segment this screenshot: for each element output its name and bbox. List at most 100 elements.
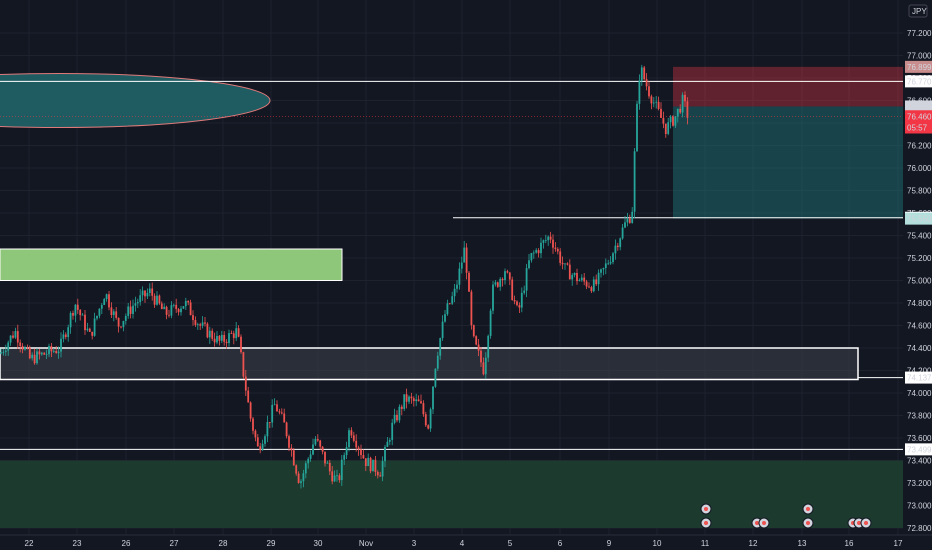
candle-body — [381, 461, 384, 477]
price-badge-label: 75.550 — [907, 215, 932, 224]
candle-body — [470, 291, 473, 326]
candle-body — [640, 67, 643, 81]
candle-body — [350, 430, 353, 436]
candle-body — [60, 338, 62, 352]
candle-body — [379, 475, 382, 477]
price-badge-label: 76.547 — [907, 102, 932, 111]
candle-body — [28, 347, 31, 359]
candle-body — [583, 277, 586, 282]
price-tick-label: 75.800 — [907, 187, 932, 196]
event-marker-dot — [762, 521, 766, 525]
candle-body — [220, 334, 223, 341]
price-badge-label: 74.137 — [907, 374, 932, 383]
candle-body — [285, 422, 288, 437]
candle-body — [242, 352, 245, 377]
candle-body — [672, 116, 674, 126]
candle-body — [432, 386, 434, 410]
candle-body — [528, 260, 530, 269]
candle-body — [244, 376, 247, 391]
candle-body — [266, 422, 269, 437]
candle-body — [489, 310, 492, 336]
candle-body — [163, 306, 166, 310]
candle-body — [648, 86, 650, 97]
candle-body — [170, 305, 173, 316]
zone-green-supply[interactable] — [0, 248, 343, 281]
candle-body — [103, 299, 106, 305]
candle-body — [537, 250, 540, 254]
price-badge — [905, 212, 932, 225]
candle-body — [304, 463, 307, 474]
candle-body — [388, 439, 391, 442]
candle-body — [652, 102, 655, 104]
zone-gray-support[interactable] — [0, 347, 859, 381]
candle-body — [189, 302, 192, 316]
candle-body — [14, 331, 17, 338]
price-badge-label: 73.499 — [907, 445, 932, 454]
price-badge-label: 76.460 — [907, 112, 932, 121]
candle-body — [81, 314, 84, 316]
price-tick-label: 73.200 — [907, 479, 932, 488]
candle-body — [669, 116, 672, 123]
time-tick-label: 27 — [170, 539, 179, 548]
risk-zone[interactable] — [673, 66, 903, 107]
candle-body — [43, 352, 46, 355]
price-tick-label: 73.600 — [907, 434, 932, 443]
candle-body — [228, 333, 230, 344]
candle-body — [352, 435, 355, 441]
candle-body — [74, 304, 77, 316]
currency-box[interactable] — [908, 4, 928, 18]
candle-body — [45, 354, 48, 356]
candle-body — [667, 122, 670, 134]
candle-body — [100, 304, 103, 309]
candle-body — [532, 252, 535, 254]
event-marker-dot — [704, 521, 708, 525]
candle-body — [633, 151, 636, 212]
candle-body — [206, 323, 209, 338]
candle-body — [336, 475, 338, 477]
candle-body — [657, 101, 660, 109]
candle-body — [360, 449, 362, 456]
candle-body — [62, 334, 65, 339]
price-tick-label: 74.800 — [907, 299, 932, 308]
candle-body — [523, 290, 526, 293]
candle-body — [333, 475, 336, 482]
candle-body — [343, 455, 346, 460]
candle-body — [544, 240, 547, 241]
candle-body — [168, 314, 170, 316]
candle-body — [213, 338, 216, 343]
time-tick-label: 11 — [701, 539, 710, 548]
candle-body — [302, 473, 305, 482]
candle-body — [115, 311, 118, 318]
candle-body — [153, 295, 156, 305]
candle-body — [645, 79, 648, 87]
candle-body — [674, 116, 677, 126]
zone-demand-bottom[interactable] — [0, 460, 903, 529]
candle-body — [290, 447, 293, 451]
candle-body — [120, 326, 122, 328]
candle-body — [511, 279, 514, 300]
candle-body — [410, 396, 413, 399]
candle-body — [309, 454, 312, 459]
reward-zone[interactable] — [673, 106, 903, 219]
candle-body — [160, 303, 163, 310]
candle-body — [597, 272, 600, 285]
candle-body — [364, 458, 367, 467]
price-badge — [905, 371, 932, 384]
candle-body — [156, 295, 158, 305]
ellipse-drawing[interactable] — [0, 73, 271, 128]
candle-body — [602, 268, 605, 270]
candle-body — [348, 430, 350, 448]
candle-body — [7, 342, 10, 351]
candle-body — [516, 301, 518, 306]
candle-body — [38, 351, 41, 355]
price-tick-label: 73.400 — [907, 457, 932, 466]
candle-body — [338, 475, 341, 481]
candle-body — [345, 447, 348, 456]
currency-label: JPY — [912, 7, 927, 16]
candle-body — [127, 306, 130, 316]
candle-body — [319, 440, 322, 447]
time-tick-label: 16 — [845, 539, 854, 548]
candle-body — [362, 455, 365, 459]
